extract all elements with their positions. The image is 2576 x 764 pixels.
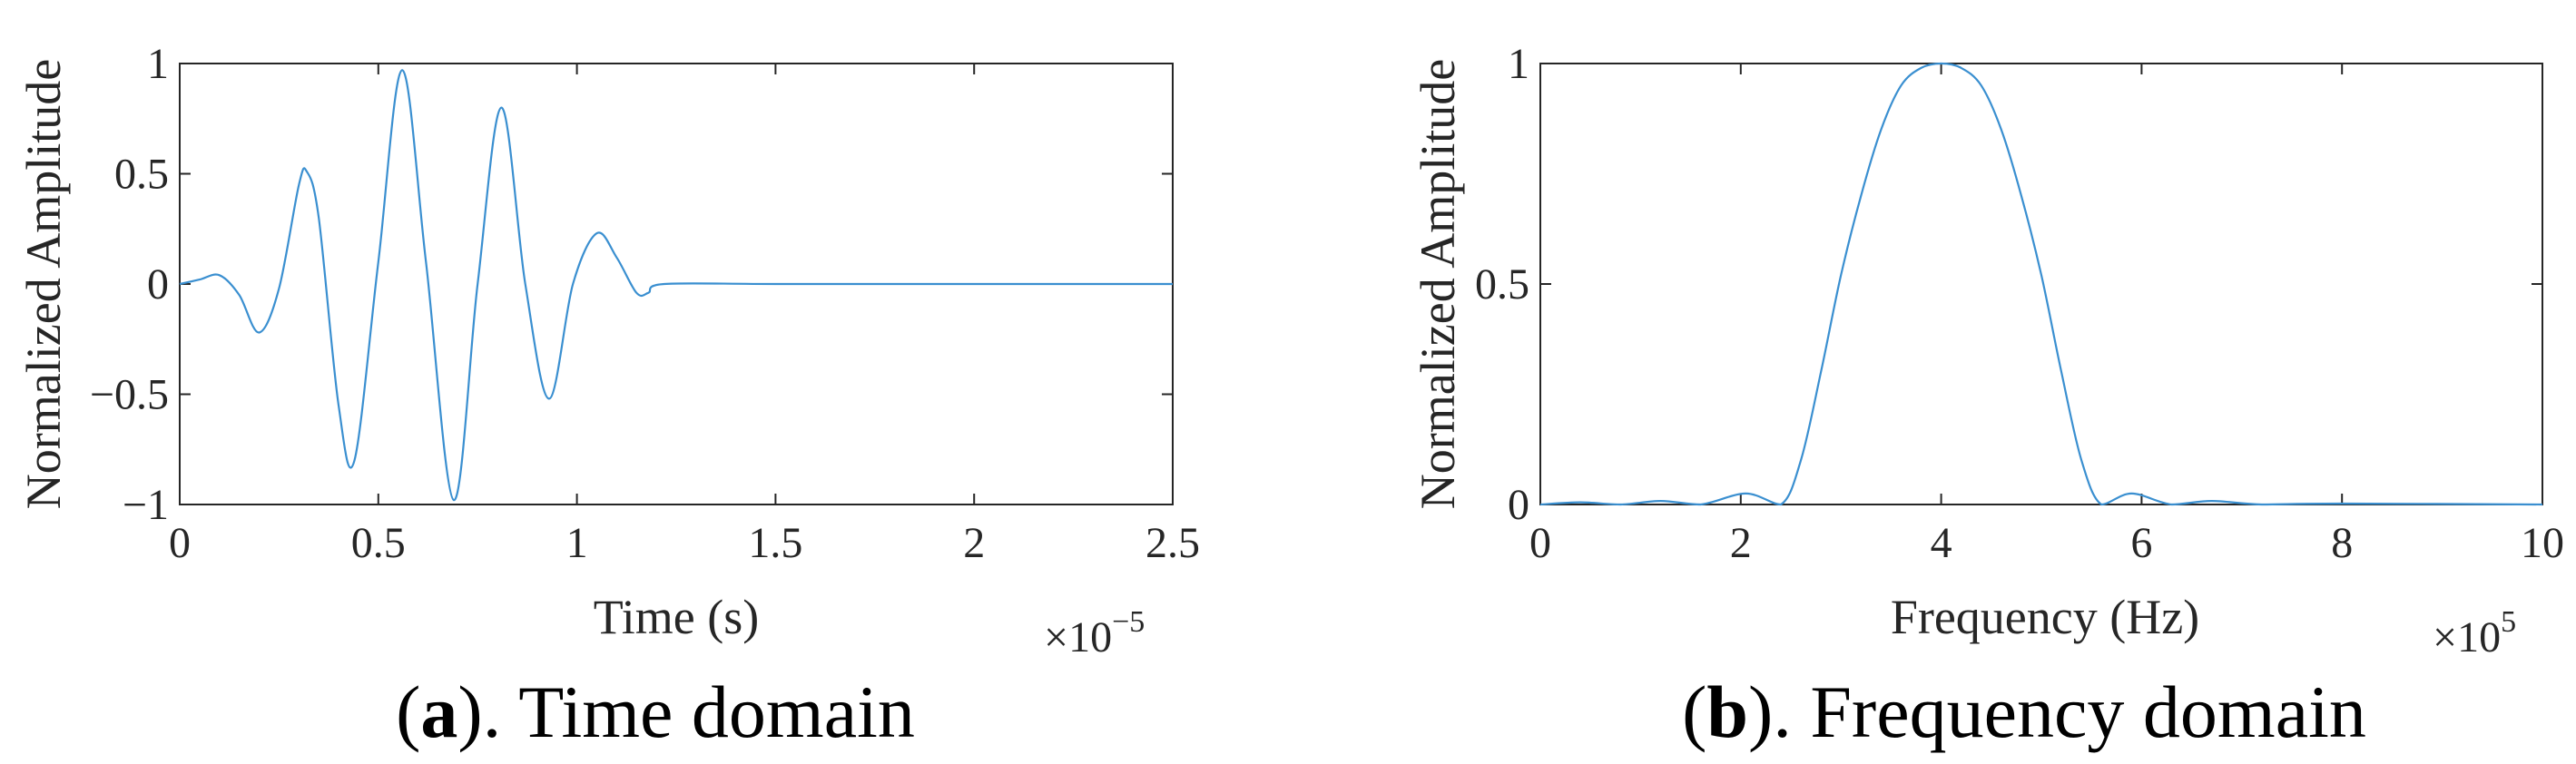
panel-b-x-tick-label: 6 [2130,519,2152,567]
panel-a-y-axis-label: Normalized Amplitude [16,59,71,509]
panel-b-x-axis-label: Frequency (Hz) [1891,590,2199,644]
panel-b-y-tick-label: 1 [1508,40,1529,88]
panel-a-caption: (a). Time domain [396,671,915,753]
panel-b-spectrum-line [1539,62,2543,506]
panel-a-x-tick-label: 2.5 [1145,519,1200,567]
panel-b-x-tick-label: 2 [1730,519,1752,567]
panel-b-ticks: 0 2 4 6 8 10 0 0.5 1 [1475,40,2564,567]
panel-b-x-tick-label: 8 [2331,519,2353,567]
panel-a-y-tick-label: 0 [147,260,169,309]
panel-b-x-multiplier: ×105 [2433,605,2516,661]
panel-b-y-tick-label: 0.5 [1475,260,1529,309]
panel-a-x-multiplier: ×10−5 [1044,605,1145,661]
panel-b-frequency-domain: 0 2 4 6 8 10 0 0.5 1 Normalized Amplitude Freque… [1411,40,2564,753]
panel-a-x-tick-label: 0.5 [351,519,406,567]
panel-b-x-tick-label: 0 [1529,519,1551,567]
panel-a-y-tick-label: −0.5 [90,371,169,419]
panel-a-x-tick-label: 0 [169,519,191,567]
panel-a-y-tick-label: 0.5 [114,151,169,199]
panel-b-x-tick-label: 4 [1931,519,1952,567]
panel-a-y-tick-label: 1 [147,40,169,88]
panel-a-y-tick-label: −1 [123,481,169,529]
panel-b-x-tick-label: 10 [2521,519,2564,567]
panel-a-x-tick-label: 1 [566,519,588,567]
panel-a-ticks: 0 0.5 1 1.5 2 2.5 −1 −0.5 0 0.5 1 [90,40,1200,567]
panel-b-y-axis-label: Normalized Amplitude [1411,59,1465,509]
panel-a-x-tick-label: 1.5 [748,519,802,567]
panel-a-time-domain: 0 0.5 1 1.5 2 2.5 −1 −0.5 0 0.5 1 Normalized Ampli… [16,40,1200,753]
panel-a-x-axis-label: Time (s) [594,590,760,644]
panel-a-x-tick-label: 2 [963,519,985,567]
panel-b-plot-box [1539,63,2543,505]
panel-a-signal-line [179,69,1173,502]
panel-b-caption: (b). Frequency domain [1682,671,2366,753]
panel-b-y-tick-label: 0 [1508,481,1529,529]
